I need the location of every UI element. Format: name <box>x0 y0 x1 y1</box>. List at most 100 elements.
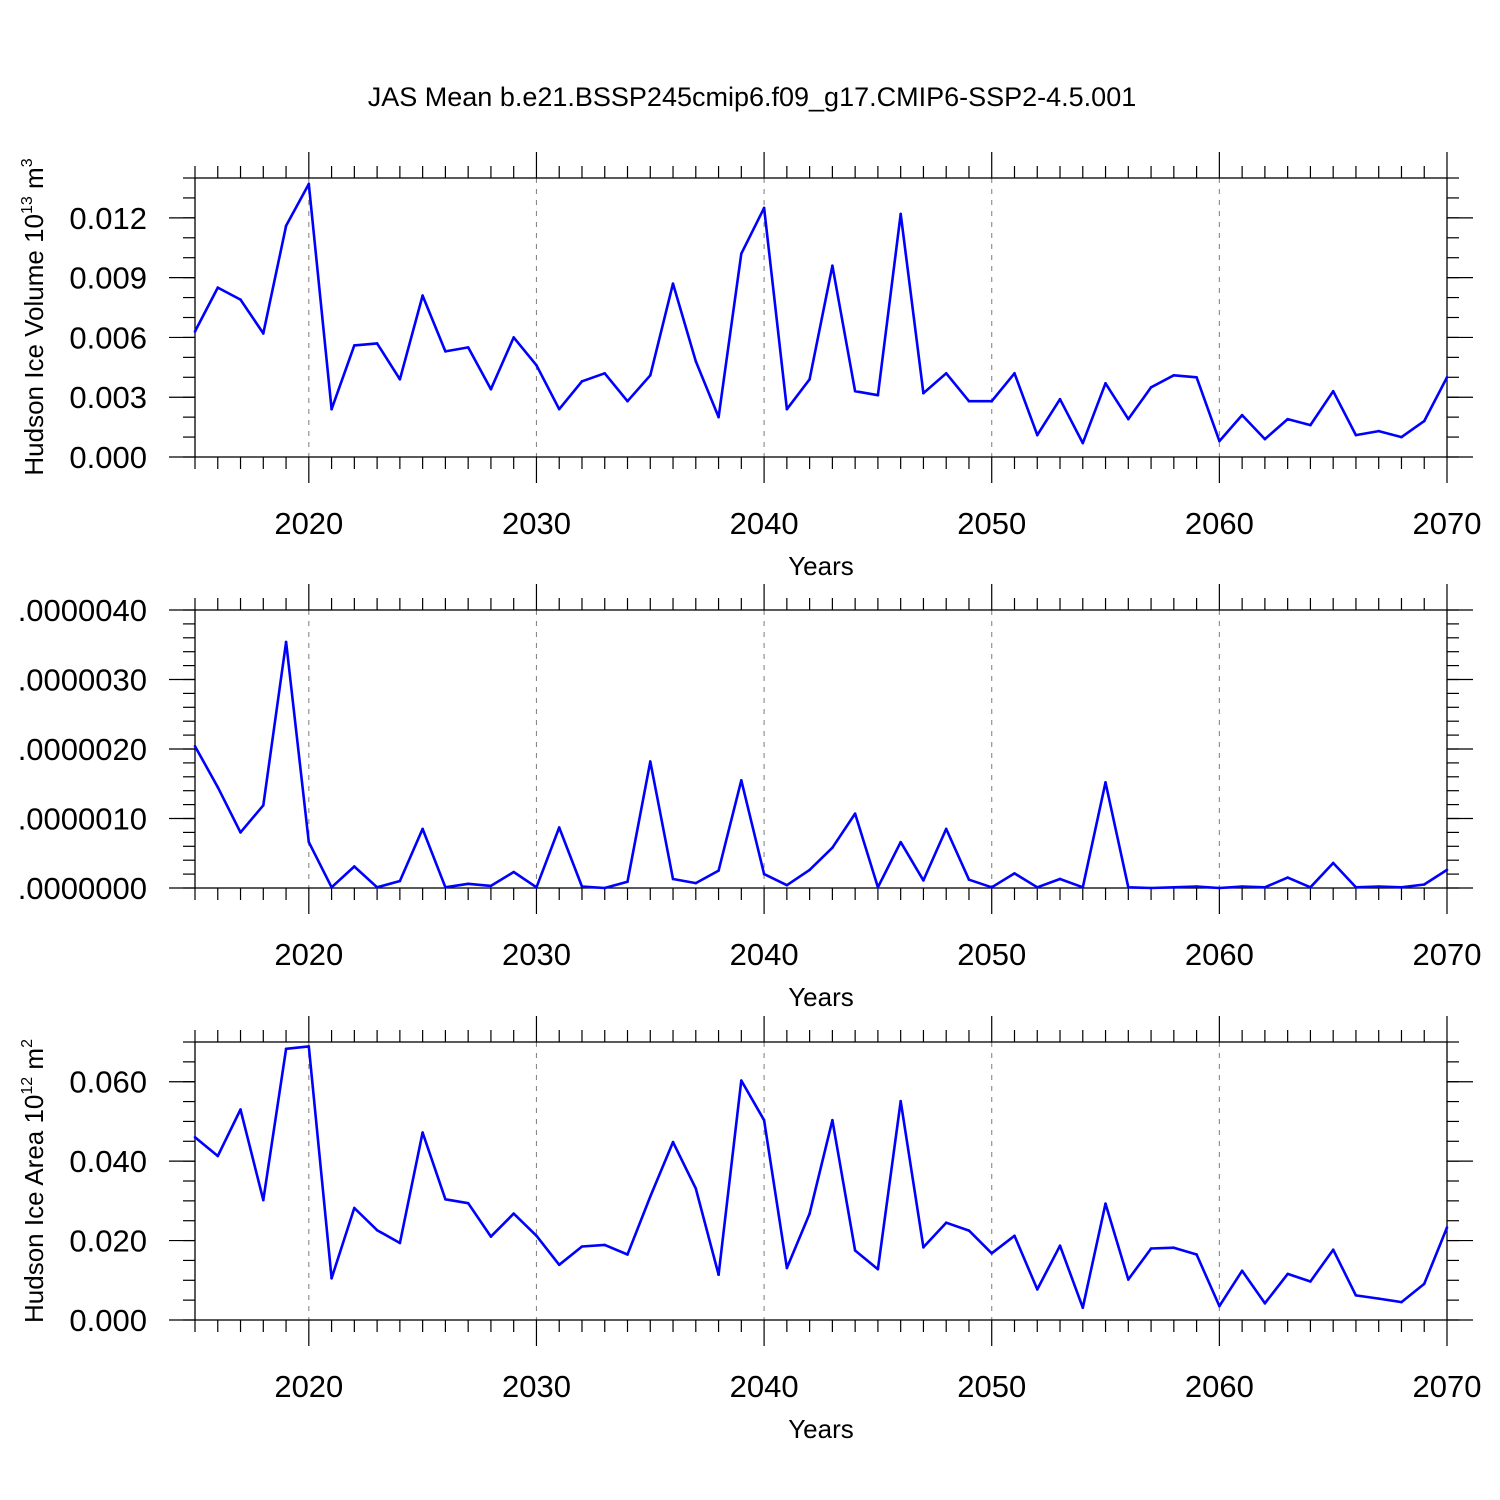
panel-1-data-point <box>1445 375 1449 379</box>
panel-2-ytick-label: .0000010 <box>18 802 147 837</box>
panel-2-data-point <box>648 760 652 763</box>
panel-1-data-point <box>1058 397 1062 401</box>
chart-title: JAS Mean b.e21.BSSP245cmip6.f09_g17.CMIP… <box>368 82 1136 112</box>
panel-1-data-point <box>762 206 766 210</box>
panel-1-data-point <box>512 336 515 339</box>
panel-1-data-point <box>1013 372 1016 375</box>
panel-3-data-point <box>603 1243 607 1247</box>
panel-2-data-point <box>1127 886 1130 889</box>
panel-2-data-point <box>1058 877 1062 881</box>
panel-2-data-point <box>740 778 743 782</box>
panel-3-frame <box>194 1041 1448 1321</box>
panel-2-data-point <box>353 865 356 868</box>
panel-2-xtick-label: 2070 <box>1413 937 1482 972</box>
panel-1: 0.000 0.003 0.006 0.009 0.012 2020 2030 2040 205… <box>19 152 1481 581</box>
panel-1-data-point <box>1422 419 1426 423</box>
panel-3-data-point <box>1309 1280 1312 1283</box>
panel-1-data-point <box>284 224 288 228</box>
panel-2-xtick-label: 2060 <box>1185 937 1254 972</box>
panel-3-ytick-label: 0.060 <box>69 1065 147 1100</box>
panel-2-data-point <box>1149 886 1153 890</box>
panel-3-data-point <box>1172 1246 1176 1250</box>
panel-2-data-point <box>330 886 333 889</box>
panel-2-data-point <box>284 640 288 644</box>
panel-3-data-point <box>1263 1302 1267 1305</box>
panel-3-data-point <box>671 1140 675 1144</box>
panel-3-data-point <box>1286 1272 1289 1276</box>
panel-3-data-point <box>922 1246 925 1249</box>
panel-3-data-point <box>216 1154 220 1158</box>
panel-1-data-point <box>1127 417 1130 421</box>
panel-3-data-point <box>1331 1248 1335 1252</box>
panel-3-data-point <box>1127 1278 1130 1281</box>
panel-1-data-point <box>853 389 857 393</box>
panel-3-ytick-label: 0.020 <box>69 1224 147 1259</box>
panel-1-xtick-label: 2070 <box>1413 506 1482 541</box>
panel-1-data-point <box>261 332 265 335</box>
panel-1-data-point <box>353 344 356 347</box>
panel-2-data-point <box>1240 885 1244 888</box>
panel-3-data-point <box>535 1234 538 1238</box>
panel-2-data-point <box>990 886 994 889</box>
panel-1-data-point <box>1218 439 1221 443</box>
panel-2-frame <box>194 609 1448 889</box>
panel-3-data-point <box>1013 1234 1016 1238</box>
panel-2-data-point <box>1331 861 1335 865</box>
panel-1-data-point <box>193 330 197 333</box>
panel-2-data-point <box>853 812 857 815</box>
panel-2-data-point <box>1377 885 1381 888</box>
panel-1-data-point <box>831 264 834 267</box>
panel-2: .0000000 .0000010 .0000020 .0000030 .0000040… <box>18 584 1482 1012</box>
panel-2-data-point <box>967 878 971 881</box>
panel-1-data-point <box>1400 435 1403 439</box>
panel-2-data-point <box>557 826 561 829</box>
panel-3-data-point <box>876 1267 880 1271</box>
panel-1-data-point <box>1331 389 1335 393</box>
panel-2-data-point <box>444 886 447 889</box>
panel-1-data-point <box>489 387 493 391</box>
panel-2-data-point <box>1400 886 1403 889</box>
panel-3-data-point <box>557 1263 561 1267</box>
panel-1-xlabel: Years <box>788 551 854 581</box>
panel-1-xtick-label: 2020 <box>274 506 343 541</box>
panel-1-data-point <box>626 399 629 403</box>
panel-3-data-point <box>1354 1294 1358 1297</box>
panel-1-data-point <box>239 298 242 301</box>
panel-1-data-point <box>1354 433 1358 437</box>
panel-2-data-point <box>193 744 197 748</box>
panel-1-data-point <box>1263 437 1267 441</box>
panel-2-xtick-label: 2030 <box>502 937 571 972</box>
panel-3-data-point <box>1377 1297 1381 1300</box>
panel-1-data-point <box>557 407 561 411</box>
panel-2-data-point <box>216 785 220 789</box>
panel-3-data-point <box>1149 1247 1153 1250</box>
panel-3-data-point <box>466 1201 470 1205</box>
panel-1-data-point <box>648 373 652 377</box>
panel-1-ylabel: Hudson Ice Volume 1013 m3 <box>19 158 49 475</box>
panel-3-ytick-label: 0.000 <box>69 1303 147 1338</box>
panel-1-ytick-label: 0.012 <box>69 201 147 236</box>
panel-1-data-point <box>580 379 584 383</box>
panel-2-data-point <box>307 840 311 844</box>
panel-1-data-point <box>1195 375 1198 379</box>
panel-3-xtick-label: 2040 <box>730 1369 799 1404</box>
panel-2-data-point <box>1104 781 1107 784</box>
panel-2-data-point <box>398 879 402 883</box>
panel-2-data-point <box>1013 872 1016 875</box>
panel-1-ytick-label: 0.000 <box>69 440 147 475</box>
panel-2-data-point <box>876 886 880 889</box>
panel-2-data-point <box>421 827 424 831</box>
panel-1-ytick-label: 0.006 <box>69 320 147 355</box>
panel-1-data-point <box>1081 441 1085 445</box>
panel-2-data-point <box>762 872 766 876</box>
panel-2-data-point <box>535 886 538 889</box>
panel-3-ylabel: Hudson Ice Area 1012 m2 <box>19 1039 49 1323</box>
panel-2-data-point <box>694 881 698 885</box>
panel-3-data-point <box>785 1266 789 1270</box>
panel-2-data-point <box>717 869 720 872</box>
panel-3-data-point <box>899 1099 902 1103</box>
panel-3-xtick-label: 2030 <box>502 1369 571 1404</box>
panel-3-xtick-label: 2020 <box>274 1369 343 1404</box>
panel-3-data-point <box>1422 1282 1426 1286</box>
panel-1-data-point <box>1035 433 1039 437</box>
